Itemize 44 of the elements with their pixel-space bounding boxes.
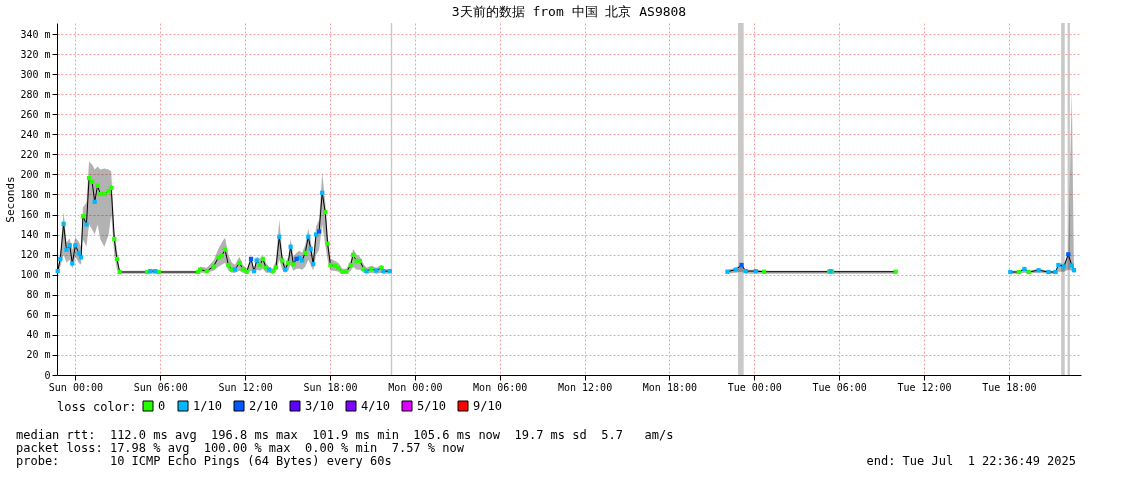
y-tick-label: 40 m <box>26 329 51 341</box>
y-tick-label: 240 m <box>20 128 51 140</box>
text: end: Tue Jul 1 22:36:49 2025 <box>866 454 1076 468</box>
x-tick-label: Mon 12:00 <box>557 381 613 393</box>
legend-label: 5/10 <box>417 399 446 413</box>
x-tick-label: Tue 12:00 <box>897 381 952 393</box>
y-tick-label: 60 m <box>26 309 51 321</box>
x-tick-label: Mon 00:00 <box>388 381 443 393</box>
y-tick-label: 100 m <box>20 269 51 281</box>
chart-title: 3天前的数据 from 中国 北京 AS9808 <box>451 4 687 19</box>
y-axis-title: Seconds <box>4 176 18 223</box>
x-tick-label: Tue 00:00 <box>727 381 782 393</box>
legend-label: 9/10 <box>473 399 502 413</box>
x-tick-label: Tue 06:00 <box>812 381 867 393</box>
y-tick-label: 300 m <box>20 68 51 80</box>
text: probe: 10 ICMP Echo Pings (64 Bytes) every 60s <box>16 454 392 468</box>
legend-label: 2/10 <box>249 399 278 413</box>
x-tick-label: Tue 18:00 <box>982 381 1037 393</box>
x-tick-label: Sun 12:00 <box>218 381 273 393</box>
x-tick-label: Sun 00:00 <box>48 381 103 393</box>
y-tick-label: 140 m <box>20 229 51 241</box>
x-tick-label: Sun 06:00 <box>133 381 188 393</box>
y-tick-label: 180 m <box>20 188 51 200</box>
y-tick-label: 20 m <box>26 349 51 361</box>
legend-label: 3/10 <box>305 399 334 413</box>
text: median rtt: 112.0 ms avg 196.8 ms max 101.9 ms min 105.6 ms now 19.7 ms sd 5.7 am/s <box>16 428 675 442</box>
y-tick-label: 260 m <box>20 108 51 120</box>
y-tick-label: 280 m <box>20 88 51 100</box>
legend-label: 0 <box>158 399 166 413</box>
y-tick-label: 120 m <box>20 249 51 261</box>
legend-title: loss color: <box>57 400 137 414</box>
legend-label: 1/10 <box>193 399 222 413</box>
y-tick-label: 160 m <box>20 209 51 221</box>
legend-label: 4/10 <box>361 399 390 413</box>
x-tick-label: Sun 18:00 <box>303 381 358 393</box>
x-tick-label: Mon 06:00 <box>473 381 528 393</box>
y-tick-label: 80 m <box>26 289 51 301</box>
y-tick-label: 220 m <box>20 148 51 160</box>
y-tick-label: 320 m <box>20 48 51 60</box>
y-tick-label: 340 m <box>20 28 51 40</box>
y-tick-label: 0 <box>44 369 51 381</box>
y-tick-label: 200 m <box>20 168 51 180</box>
x-tick-label: Mon 18:00 <box>642 381 698 393</box>
text: packet loss: 17.98 % avg 100.00 % max 0.00 % min 7.57 % now <box>16 441 465 455</box>
